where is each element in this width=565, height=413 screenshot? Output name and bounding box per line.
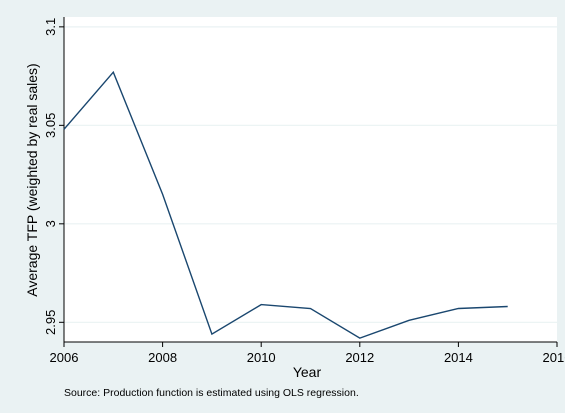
x-tick-label: 2010 <box>247 350 276 365</box>
y-tick-label: 3.05 <box>43 113 58 138</box>
axes: 2.95 3 3.05 3.1 2006 2008 2010 2012 2014 2016 <box>43 17 565 365</box>
series-line <box>63 70 508 339</box>
series-layer <box>63 70 508 339</box>
y-axis-title: Average TFP (weighted by real sales) <box>24 63 40 296</box>
grid-lines <box>64 26 557 323</box>
plot-area <box>64 17 557 342</box>
y-tick-label: 3 <box>43 220 58 227</box>
y-tick-label: 3.1 <box>43 18 58 36</box>
x-axis-title: Year <box>293 364 322 380</box>
y-tick-label: 2.95 <box>43 310 58 335</box>
x-tick-label: 2012 <box>345 350 374 365</box>
x-tick-label: 2008 <box>148 350 177 365</box>
x-tick-label: 2014 <box>444 350 473 365</box>
source-note: Source: Production function is estimated… <box>64 387 359 399</box>
x-tick-label: 2016 <box>543 350 565 365</box>
x-tick-label: 2006 <box>50 350 79 365</box>
